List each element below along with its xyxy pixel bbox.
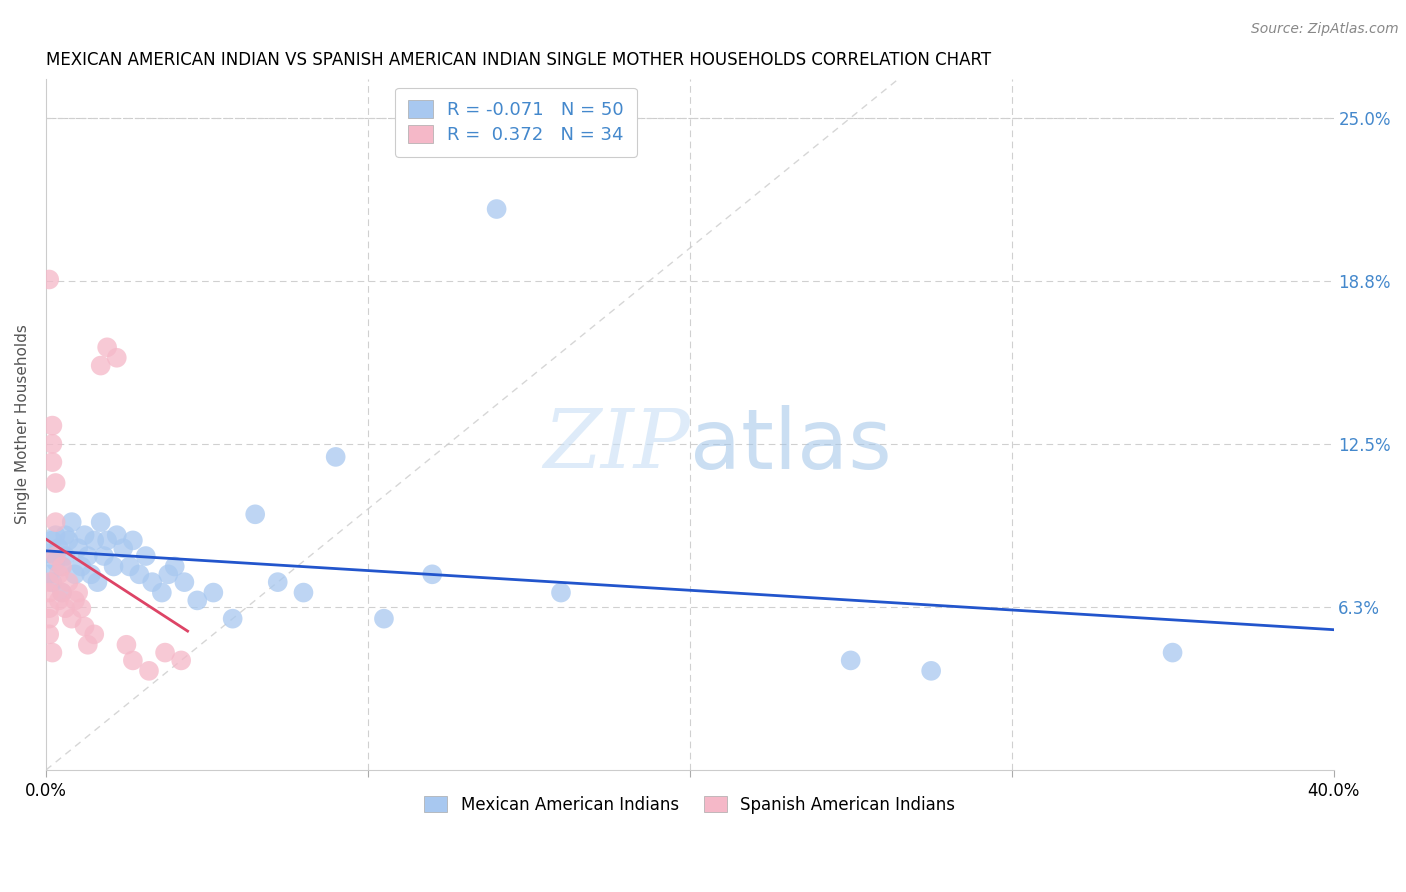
- Point: [67, 541, 90, 556]
- Point: [292, 585, 315, 599]
- Point: [135, 549, 157, 563]
- Point: [45, 549, 67, 563]
- Point: [48, 541, 70, 556]
- Point: [86, 575, 108, 590]
- Point: [51, 559, 73, 574]
- Point: [170, 653, 193, 667]
- Point: [96, 533, 118, 548]
- Point: [41, 575, 63, 590]
- Point: [157, 567, 180, 582]
- Point: [96, 340, 118, 354]
- Point: [53, 528, 76, 542]
- Text: MEXICAN AMERICAN INDIAN VS SPANISH AMERICAN INDIAN SINGLE MOTHER HOUSEHOLDS CORR: MEXICAN AMERICAN INDIAN VS SPANISH AMERI…: [46, 51, 991, 69]
- Point: [41, 533, 63, 548]
- Point: [485, 202, 508, 216]
- Point: [420, 567, 443, 582]
- Point: [38, 575, 60, 590]
- Point: [38, 567, 60, 582]
- Point: [150, 585, 173, 599]
- Point: [53, 549, 76, 563]
- Point: [51, 585, 73, 599]
- Point: [221, 612, 243, 626]
- Point: [105, 351, 128, 365]
- Point: [41, 437, 63, 451]
- Point: [202, 585, 225, 599]
- Point: [550, 585, 572, 599]
- Point: [45, 554, 67, 568]
- Point: [53, 601, 76, 615]
- Point: [51, 585, 73, 599]
- Y-axis label: Single Mother Households: Single Mother Households: [15, 325, 30, 524]
- Point: [76, 549, 98, 563]
- Point: [38, 627, 60, 641]
- Point: [58, 533, 80, 548]
- Point: [38, 585, 60, 599]
- Point: [186, 593, 208, 607]
- Point: [128, 567, 150, 582]
- Point: [141, 575, 163, 590]
- Point: [63, 593, 86, 607]
- Point: [48, 593, 70, 607]
- Point: [45, 475, 67, 490]
- Point: [60, 612, 83, 626]
- Point: [90, 359, 112, 373]
- Point: [153, 646, 176, 660]
- Point: [138, 664, 160, 678]
- Text: Source: ZipAtlas.com: Source: ZipAtlas.com: [1251, 22, 1399, 37]
- Point: [38, 601, 60, 615]
- Point: [73, 619, 96, 633]
- Point: [118, 559, 141, 574]
- Point: [105, 528, 128, 542]
- Text: ZIP: ZIP: [543, 405, 690, 485]
- Point: [63, 567, 86, 582]
- Point: [41, 455, 63, 469]
- Point: [83, 627, 105, 641]
- Point: [173, 575, 195, 590]
- Point: [38, 272, 60, 286]
- Point: [325, 450, 347, 464]
- Point: [41, 646, 63, 660]
- Point: [122, 653, 145, 667]
- Point: [80, 567, 103, 582]
- Point: [73, 528, 96, 542]
- Point: [58, 575, 80, 590]
- Point: [267, 575, 290, 590]
- Point: [115, 638, 138, 652]
- Point: [45, 515, 67, 529]
- Point: [38, 612, 60, 626]
- Point: [122, 533, 145, 548]
- Point: [41, 418, 63, 433]
- Point: [45, 528, 67, 542]
- Point: [245, 508, 267, 522]
- Point: [83, 533, 105, 548]
- Point: [103, 559, 125, 574]
- Point: [76, 638, 98, 652]
- Point: [1161, 646, 1184, 660]
- Point: [93, 549, 115, 563]
- Point: [920, 664, 942, 678]
- Point: [112, 541, 135, 556]
- Point: [90, 515, 112, 529]
- Point: [163, 559, 186, 574]
- Point: [373, 612, 395, 626]
- Point: [48, 567, 70, 582]
- Point: [839, 653, 862, 667]
- Legend: Mexican American Indians, Spanish American Indians: Mexican American Indians, Spanish Americ…: [413, 786, 966, 824]
- Point: [38, 546, 60, 560]
- Point: [60, 515, 83, 529]
- Point: [70, 559, 93, 574]
- Point: [51, 559, 73, 574]
- Point: [70, 601, 93, 615]
- Point: [67, 585, 90, 599]
- Text: atlas: atlas: [690, 405, 891, 485]
